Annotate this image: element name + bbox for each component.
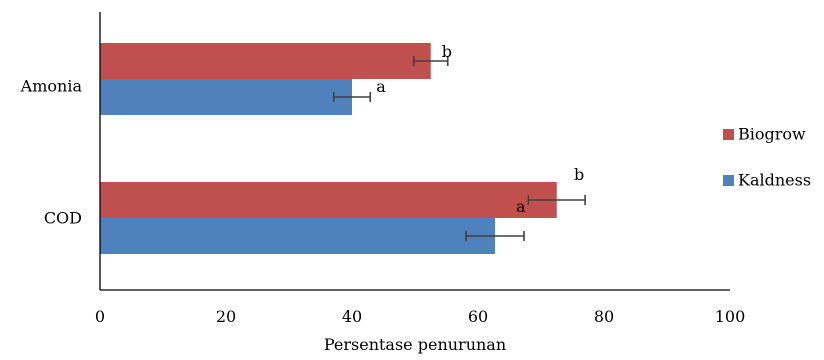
bars-group [100, 43, 557, 254]
category-labels: Amonia COD [20, 77, 83, 228]
data-label-kaldness-cod: a [516, 197, 526, 216]
error-bars-group [332, 56, 586, 241]
category-label-cod: COD [44, 209, 82, 228]
x-tick-label-60: 60 [468, 307, 488, 326]
bar-biogrow-amonia [100, 43, 431, 79]
legend: Biogrow Kaldness [723, 125, 811, 190]
legend-label-biogrow: Biogrow [738, 125, 806, 144]
x-tick-label-100: 100 [715, 307, 746, 326]
data-label-kaldness-amonia: a [376, 77, 386, 96]
legend-swatch-biogrow [723, 129, 734, 140]
data-label-biogrow-amonia: b [442, 42, 452, 61]
bar-kaldness-amonia [100, 79, 352, 115]
bar-kaldness-cod [100, 218, 496, 254]
x-tick-label-0: 0 [95, 307, 105, 326]
x-tick-label-40: 40 [342, 307, 362, 326]
x-axis-title: Persentase penurunan [324, 335, 506, 354]
x-tick-labels: 0 20 40 60 80 100 [95, 307, 745, 326]
data-label-biogrow-cod: b [574, 165, 584, 184]
x-tick-label-20: 20 [216, 307, 236, 326]
x-tick-label-80: 80 [594, 307, 614, 326]
legend-swatch-kaldness [723, 175, 734, 186]
bar-biogrow-cod [100, 182, 557, 218]
category-label-amonia: Amonia [20, 77, 83, 96]
legend-label-kaldness: Kaldness [738, 171, 811, 190]
data-labels-group: b a b a [376, 42, 584, 216]
